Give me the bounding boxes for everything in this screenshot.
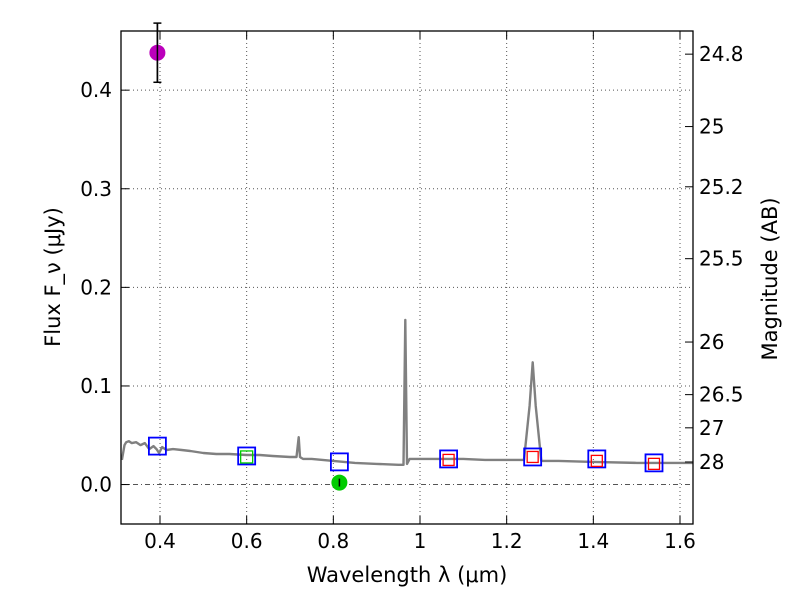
x-tick-label: 0.4 — [144, 529, 176, 553]
model-flux-red-square — [647, 457, 661, 471]
model-flux-blue-square — [587, 449, 607, 469]
y-tick-label: 0.4 — [80, 78, 112, 102]
mag-tick-label: 26 — [699, 330, 724, 354]
y-tick-label: 0.0 — [80, 473, 112, 497]
model-flux-blue-square — [644, 453, 664, 473]
mag-tick-label: 26.5 — [699, 383, 744, 407]
x-tick-label: 1.4 — [577, 529, 609, 553]
x-tick-label: 0.6 — [231, 529, 263, 553]
x-tick-label: 1 — [414, 529, 427, 553]
mag-tick-label: 25.5 — [699, 247, 744, 271]
photometry-markers — [147, 436, 664, 473]
model-flux-green-square — [240, 450, 254, 464]
model-flux-red-square — [442, 453, 455, 467]
model-flux-blue-square — [237, 446, 257, 466]
y-tick-label: 0.2 — [80, 275, 112, 299]
mag-tick-label: 28 — [699, 450, 724, 474]
model-flux-blue-square — [329, 452, 349, 472]
observed-points — [149, 22, 348, 491]
mag-tick-label: 25 — [699, 115, 724, 139]
model-flux-red-square — [526, 450, 539, 464]
axis-ticks: 0.4 0.6 0.8 1 1.2 1.4 1.6 0.0 0.1 0.2 0.3 0.4 24.8 25… — [80, 31, 744, 553]
y-tick-label: 0.3 — [80, 177, 112, 201]
mag-tick-label: 27 — [699, 416, 724, 440]
y-tick-label: 0.1 — [80, 374, 112, 398]
y2-axis-title: Magnitude (AB) — [758, 197, 782, 360]
model-flux-blue-square — [523, 447, 543, 467]
plot-frame — [120, 30, 694, 525]
y-axis-title: Flux F_ν (μJy) — [41, 207, 66, 347]
model-flux-blue-square — [439, 449, 459, 469]
model-flux-blue-square — [147, 436, 167, 456]
x-tick-label: 1.6 — [664, 529, 696, 553]
x-tick-label: 1.2 — [491, 529, 523, 553]
model-flux-red-square — [590, 454, 603, 468]
mag-tick-label: 24.8 — [699, 42, 744, 66]
mag-tick-label: 25.2 — [699, 175, 744, 199]
model-spectrum-line — [120, 318, 693, 466]
x-axis-title: Wavelength λ (μm) — [307, 563, 508, 587]
x-tick-label: 0.8 — [317, 529, 349, 553]
model-spectrum-layer — [120, 318, 693, 466]
